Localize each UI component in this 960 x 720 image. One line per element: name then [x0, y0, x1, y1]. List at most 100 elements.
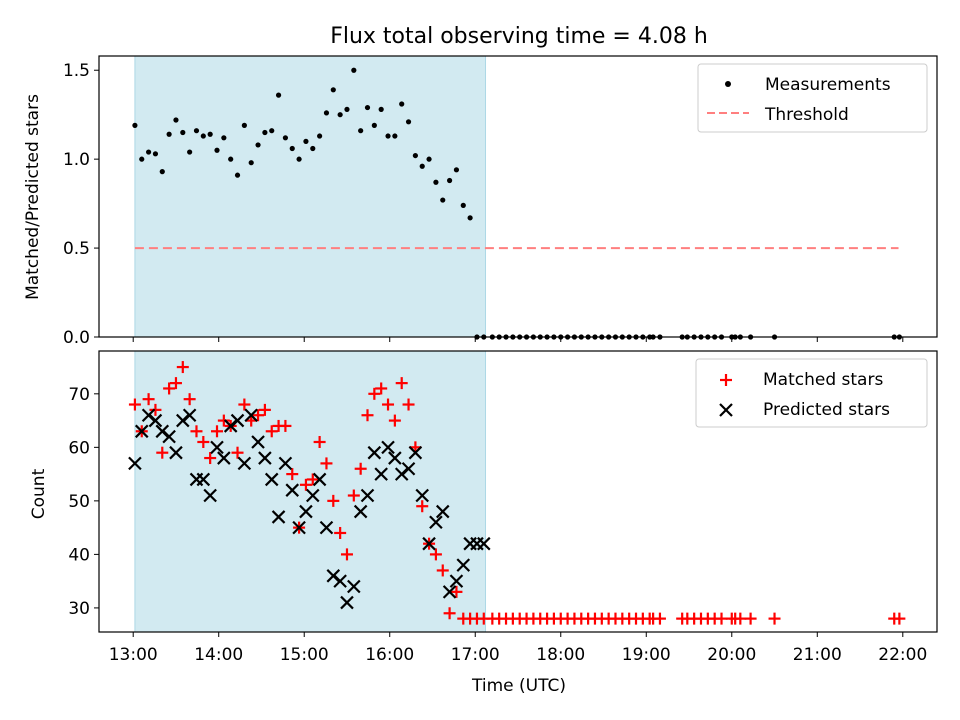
predicted-star-point [360, 488, 375, 503]
top-y-ticks: 0.0 0.5 1.0 1.5 [63, 61, 99, 348]
matched-star-point [190, 425, 203, 438]
x-tick-label: 15:00 [280, 645, 329, 665]
matched-star-point [217, 414, 230, 427]
matched-star-point [340, 548, 353, 561]
legend-threshold-label: Threshold [764, 105, 849, 125]
x-tick-label: 18:00 [536, 645, 585, 665]
matched-star-point [204, 452, 217, 465]
matched-star-point [286, 468, 299, 481]
predicted-star-point [237, 456, 252, 471]
matched-star-point [327, 494, 340, 507]
matched-star-point [149, 403, 162, 416]
matched-star-point [183, 393, 196, 406]
measurement-point [262, 129, 268, 136]
matched-star-point [388, 414, 401, 427]
measurement-point [275, 92, 282, 98]
predicted-star-point [347, 579, 361, 594]
measurement-point [412, 152, 418, 159]
measurement-point [173, 117, 179, 123]
predicted-star-point [449, 574, 464, 588]
measurement-point [269, 128, 275, 134]
measurement-point [378, 106, 384, 112]
measurement-point [289, 145, 295, 152]
measurement-point [426, 156, 432, 162]
measurement-point [446, 177, 453, 184]
matched-star-point [279, 419, 292, 432]
measurement-point [200, 133, 206, 139]
measurement-point [207, 131, 213, 137]
predicted-star-point [415, 488, 430, 503]
legend-measurements-marker [725, 81, 731, 87]
y-tick-label: 1.5 [63, 61, 90, 81]
matched-star-point [653, 612, 666, 625]
top-legend: Measurements Threshold [697, 63, 928, 133]
y-tick-label: 1.0 [63, 150, 90, 170]
predicted-star-point [422, 536, 436, 551]
predicted-star-point [217, 451, 231, 465]
predicted-star-point [388, 451, 402, 465]
bottom-legend: Matched stars Predicted stars [695, 358, 928, 428]
predicted-star-point [169, 445, 183, 460]
predicted-star-point [456, 558, 471, 572]
measurement-point [303, 138, 309, 144]
legend-matched-label: Matched stars [763, 370, 883, 390]
predicted-star-point [401, 461, 416, 476]
measurement-point [440, 197, 446, 203]
y-tick-label: 30 [68, 599, 90, 619]
predicted-star-point [148, 413, 163, 428]
matched-star-point [347, 489, 360, 502]
measurement-point [132, 122, 138, 128]
measurement-point [180, 129, 186, 136]
predicted-star-point [333, 574, 347, 588]
predicted-star-point [442, 585, 457, 599]
x-tick-label: 13:00 [109, 645, 158, 665]
y-tick-label: 0.0 [63, 328, 90, 348]
predicted-star-point [258, 451, 272, 465]
predicted-star-point [305, 488, 320, 503]
matched-star-point [334, 526, 347, 539]
top-y-axis-label: Matched/Predicted stars [23, 94, 43, 300]
measurement-point [248, 160, 254, 166]
measurement-point [255, 142, 261, 148]
bottom-axes-frame [98, 350, 938, 633]
predicted-star-point [210, 440, 224, 455]
predicted-star-point [408, 445, 423, 460]
measurement-point [330, 87, 336, 93]
matched-star-point [893, 612, 906, 625]
matched-star-point [354, 462, 367, 475]
measurement-point [241, 122, 247, 128]
measurement-point [337, 112, 343, 118]
matched-star-point [258, 403, 271, 416]
bottom-plot-area [128, 361, 906, 625]
matched-star-point [443, 607, 456, 620]
predicted-star-point [353, 504, 368, 519]
predicted-star-point [203, 488, 217, 503]
legend-predicted-marker [719, 403, 733, 417]
predicted-star-point [134, 424, 149, 439]
matched-star-point [416, 500, 429, 513]
matched-star-point [368, 387, 381, 400]
matched-star-point [142, 393, 155, 406]
matched-star-point [197, 435, 210, 448]
matched-star-point [768, 612, 781, 625]
predicted-star-point [251, 435, 265, 449]
measurement-point [152, 151, 159, 157]
measurement-point [453, 167, 460, 173]
matched-star-point [715, 612, 728, 625]
matched-star-point [320, 457, 333, 470]
x-tick-label: 14:00 [194, 645, 243, 665]
matched-star-point [231, 446, 244, 459]
measurement-point [460, 202, 466, 208]
measurement-point [385, 133, 391, 139]
matched-star-point [238, 398, 251, 411]
measurement-point [228, 156, 234, 162]
predicted-star-point [340, 595, 354, 610]
measurement-point [296, 156, 302, 162]
bottom-panel: 30 40 50 60 70 13:00 14:00 15:00 16:00 17:00 18:0… [29, 350, 938, 696]
bottom-y-axis-label: Count [29, 468, 49, 519]
matched-star-point [734, 612, 747, 625]
matched-star-point [395, 377, 408, 390]
x-axis-label: Time (UTC) [471, 676, 566, 696]
measurement-point [405, 119, 412, 125]
measurement-point [399, 101, 405, 107]
